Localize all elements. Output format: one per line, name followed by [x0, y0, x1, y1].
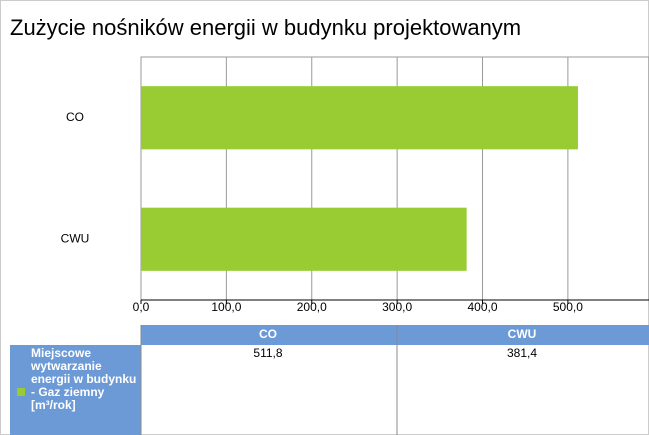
table-value: 381,4 — [507, 346, 537, 360]
x-tick-label: 0,0 — [133, 300, 150, 314]
table-header-label: CWU — [508, 327, 537, 341]
x-tick-label: 500,0 — [553, 300, 583, 314]
bar — [141, 86, 578, 150]
y-tick-label: CWU — [61, 231, 90, 245]
x-tick-label: 100,0 — [211, 300, 241, 314]
legend-cell — [10, 345, 141, 435]
legend-entry: Miejscowe wytwarzanie energii w budynku … — [11, 346, 139, 434]
table-value: 511,8 — [253, 346, 282, 360]
bar — [141, 207, 467, 271]
table-header — [141, 325, 649, 345]
x-tick-label: 400,0 — [467, 300, 497, 314]
y-tick-label: CO — [66, 110, 84, 124]
legend-label: Miejscowe wytwarzanie energii w budynku … — [31, 346, 137, 412]
table-header-label: CO — [259, 327, 277, 341]
x-tick-label: 200,0 — [297, 300, 327, 314]
chart-title: Zużycie nośników energii w budynku proje… — [10, 15, 521, 40]
x-tick-label: 300,0 — [382, 300, 412, 314]
legend-swatch — [17, 388, 25, 396]
